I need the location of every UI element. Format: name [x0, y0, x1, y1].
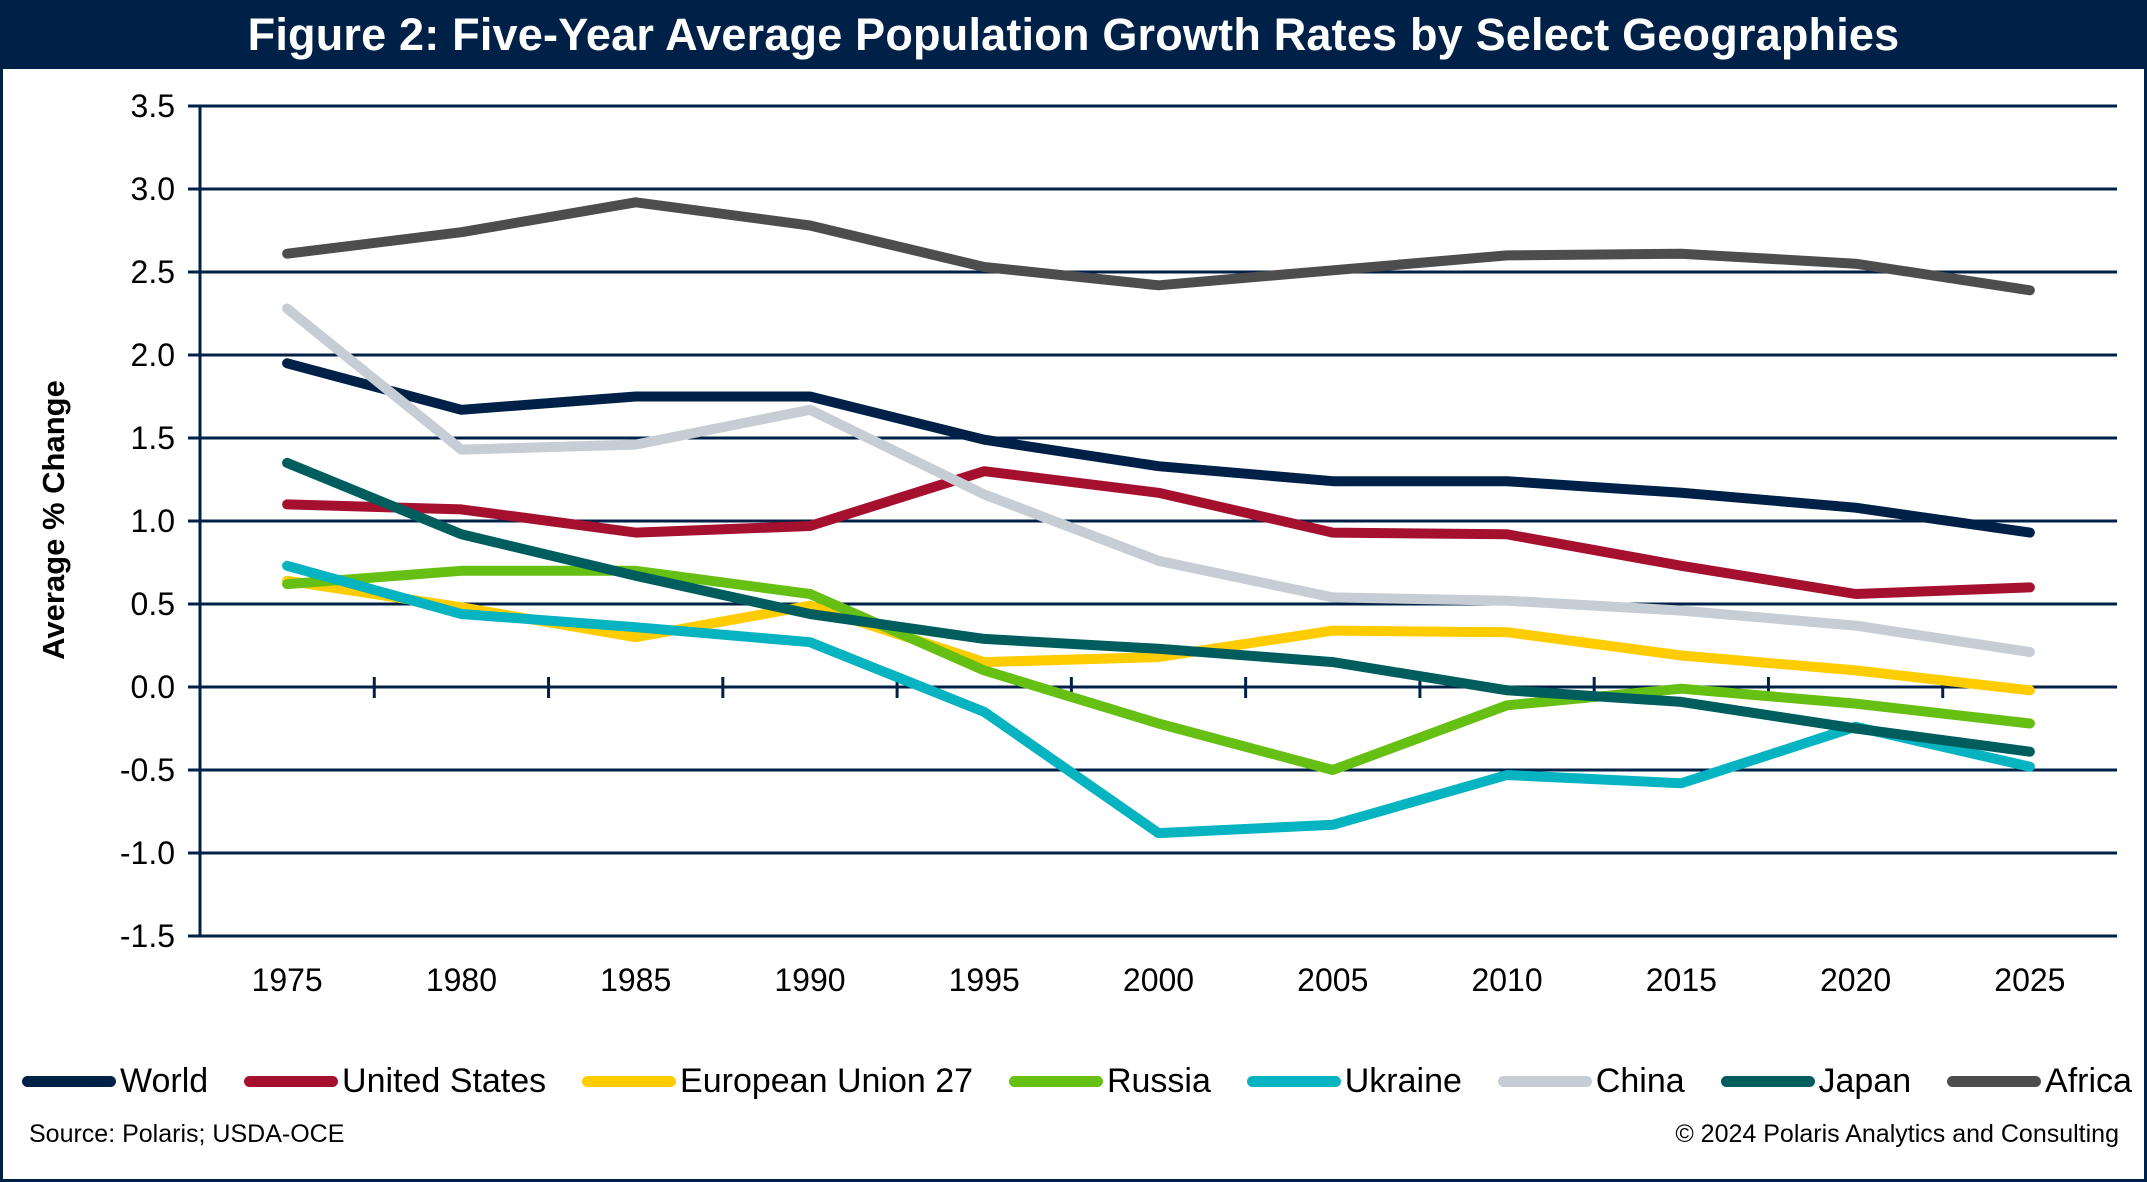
- legend: World United States European Union 27 Russi…: [22, 1058, 2132, 1104]
- legend-swatch: [1947, 1075, 2042, 1087]
- gridlines: [188, 104, 2117, 938]
- legend-item: United States: [244, 1062, 546, 1101]
- title-bar: Figure 2: Five-Year Average Population G…: [0, 0, 2147, 69]
- chart-title: Figure 2: Five-Year Average Population G…: [247, 8, 1900, 60]
- x-tick-label: 2005: [1297, 962, 1368, 998]
- series-lines: [282, 197, 2035, 839]
- legend-label: World: [120, 1061, 209, 1100]
- y-tick-label: -1.5: [120, 918, 175, 954]
- legend-swatch: [1246, 1075, 1341, 1087]
- x-tick-label: 2020: [1820, 962, 1891, 998]
- y-tick-label: 0.5: [131, 586, 175, 622]
- y-tick-label: -0.5: [120, 752, 175, 788]
- x-tick-label: 1995: [949, 962, 1020, 998]
- y-tick-label: 3.5: [131, 88, 175, 124]
- series-line-china: [282, 303, 2035, 658]
- legend-label: Russia: [1106, 1061, 1211, 1100]
- x-tick-label: 1985: [600, 962, 671, 998]
- legend-item: Russia: [1008, 1061, 1211, 1101]
- y-tick-label: 1.0: [131, 503, 175, 539]
- y-axis-label: Average % Change: [36, 380, 71, 660]
- legend-item: Africa: [1947, 1062, 2132, 1101]
- y-tick-label: 2.5: [131, 254, 175, 290]
- series-line-japan: [282, 457, 2035, 757]
- legend-item: European Union 27: [582, 1062, 973, 1101]
- y-tick-label: 0.0: [131, 669, 175, 705]
- y-tick-label: 2.0: [131, 337, 175, 373]
- legend-swatch: [244, 1075, 339, 1087]
- series-line-ukraine: [282, 560, 2035, 839]
- legend-swatch: [1008, 1075, 1103, 1087]
- axes: 3.5 3.0 2.5 2.0 1.5 1.0 0.5 0.0 -0.5 -1.0 -1.5 1975…: [120, 88, 2066, 998]
- series-line-world: [282, 358, 2035, 538]
- x-tick-label: 1980: [426, 962, 497, 998]
- x-tick-label: 2010: [1471, 962, 1542, 998]
- legend-item: Japan: [1720, 1061, 1912, 1101]
- source-note: Source: Polaris; USDA-OCE: [29, 1120, 345, 1148]
- series-line-united-states: [282, 466, 2035, 599]
- x-tick-label: 2000: [1123, 962, 1194, 998]
- x-tick-label: 2015: [1646, 962, 1717, 998]
- legend-label: United States: [342, 1061, 547, 1100]
- legend-label: China: [1595, 1061, 1685, 1100]
- series-line-africa: [282, 197, 2035, 296]
- legend-label: Africa: [2045, 1061, 2132, 1100]
- series-line-european-union-27: [282, 575, 2035, 696]
- legend-label: Japan: [1818, 1061, 1912, 1100]
- y-tick-label: 3.0: [131, 171, 175, 207]
- legend-swatch: [582, 1075, 677, 1087]
- x-tick-label: 1990: [774, 962, 845, 998]
- legend-label: Ukraine: [1344, 1061, 1462, 1100]
- legend-item: China: [1497, 1061, 1685, 1101]
- legend-swatch: [1497, 1075, 1592, 1087]
- copyright-note: © 2024 Polaris Analytics and Consulting: [1675, 1120, 2119, 1148]
- y-tick-label: -1.0: [120, 835, 175, 871]
- x-tick-label: 2025: [1994, 962, 2065, 998]
- legend-swatch: [22, 1075, 116, 1087]
- y-tick-label: 1.5: [131, 420, 175, 456]
- series-line-russia: [282, 565, 2035, 775]
- legend-swatch: [1720, 1075, 1815, 1087]
- legend-item: Ukraine: [1246, 1061, 1462, 1101]
- x-tick-label: 1975: [252, 962, 323, 998]
- legend-item: World: [22, 1062, 208, 1101]
- legend-label: European Union 27: [680, 1061, 974, 1100]
